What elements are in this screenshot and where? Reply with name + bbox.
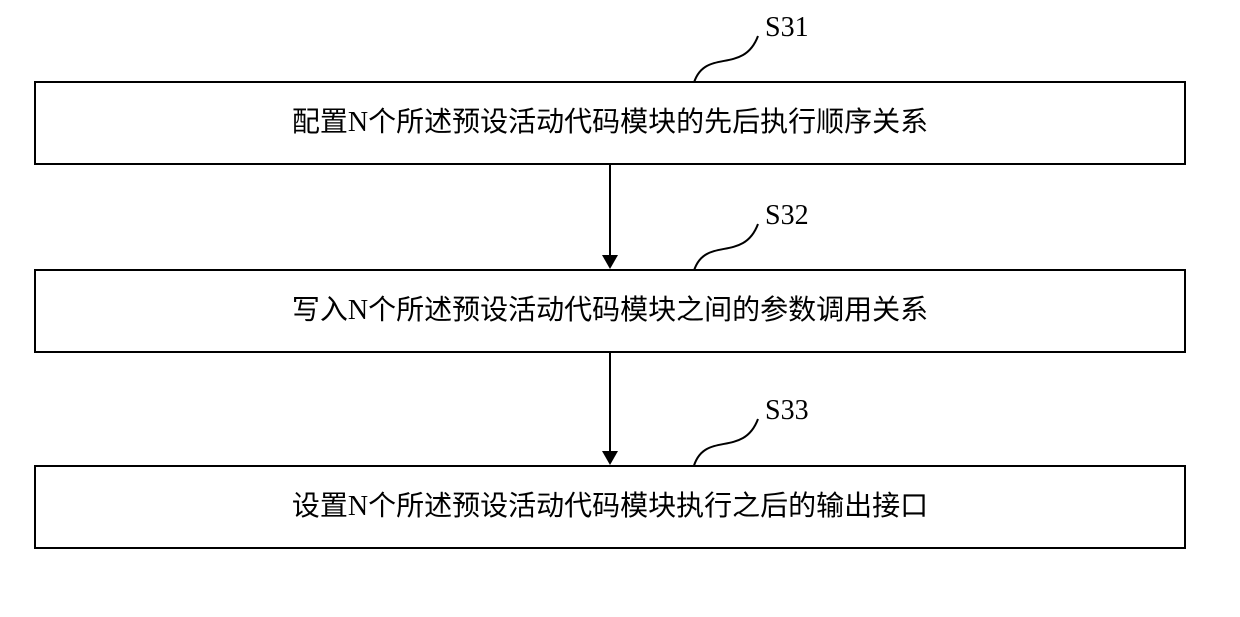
arrow-s31-s32 bbox=[598, 165, 622, 271]
step-label-s33: S33 bbox=[765, 395, 809, 427]
step-box-s32-text: 写入N个所述预设活动代码模块之间的参数调用关系 bbox=[292, 294, 928, 328]
flowchart-canvas: S31 配置N个所述预设活动代码模块的先后执行顺序关系 S32 写入N个所述预设… bbox=[0, 0, 1240, 617]
step-label-s31: S31 bbox=[765, 12, 809, 44]
step-label-s32-text: S32 bbox=[765, 200, 809, 231]
step-label-s31-text: S31 bbox=[765, 12, 809, 43]
step-box-s33-text: 设置N个所述预设活动代码模块执行之后的输出接口 bbox=[292, 490, 928, 524]
arrow-s32-s33 bbox=[598, 353, 622, 467]
step-box-s31: 配置N个所述预设活动代码模块的先后执行顺序关系 bbox=[34, 81, 1186, 165]
step-label-s33-text: S33 bbox=[765, 395, 809, 426]
step-label-s32: S32 bbox=[765, 200, 809, 232]
step-box-s31-text: 配置N个所述预设活动代码模块的先后执行顺序关系 bbox=[292, 106, 928, 140]
step-box-s33: 设置N个所述预设活动代码模块执行之后的输出接口 bbox=[34, 465, 1186, 549]
step-box-s32: 写入N个所述预设活动代码模块之间的参数调用关系 bbox=[34, 269, 1186, 353]
